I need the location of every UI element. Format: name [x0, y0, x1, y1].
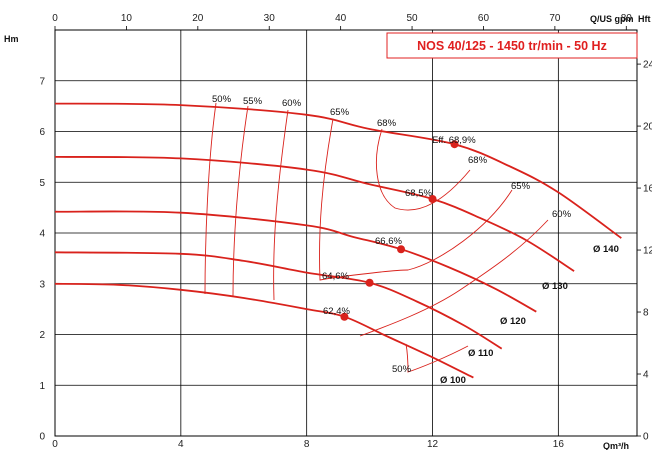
eff-label-68-right: 68%: [468, 155, 488, 166]
x-bottom-tick-label: 0: [52, 439, 58, 450]
eff-label-60-top: 60%: [282, 98, 302, 109]
iso-60: [274, 110, 288, 300]
y-right-tick-label: 16: [643, 184, 652, 195]
y-left-tick-label: 3: [39, 279, 45, 290]
x-top-tick-label: 60: [478, 13, 490, 24]
y-left-tick-label: 2: [39, 330, 45, 341]
eff-label-55: 55%: [243, 96, 263, 107]
x-bottom-label: Qm³/h: [603, 441, 629, 450]
eff-label-50-top: 50%: [212, 94, 232, 105]
x-top-tick-label: 30: [264, 13, 276, 24]
x-bottom-tick-label: 8: [304, 439, 310, 450]
y-left-tick-label: 1: [39, 381, 45, 392]
head-curve-130: [55, 157, 574, 271]
y-right-label: Hft: [638, 14, 651, 24]
x-top-label: Q/US gpm: [590, 14, 634, 24]
eff-label-68-top: 68%: [377, 118, 397, 129]
y-left-label: Hm: [4, 34, 19, 44]
eff-label-50-bottom: 50%: [392, 364, 412, 375]
y-left-tick-label: 4: [39, 229, 45, 240]
bep-label-120: 66,6%: [375, 236, 402, 247]
y-right-tick-label: 12: [643, 246, 652, 257]
x-top-tick-label: 50: [406, 13, 418, 24]
head-curve-120: [55, 211, 536, 311]
curve-label-110: Ø 110: [468, 348, 493, 359]
y-left-tick-label: 6: [39, 127, 45, 138]
curve-label-140: Ø 140: [593, 244, 619, 255]
eff-label-60-right: 60%: [552, 209, 572, 220]
x-bottom-tick-label: 4: [178, 439, 184, 450]
x-top-tick-label: 0: [52, 13, 58, 24]
y-right-tick-label: 4: [643, 370, 649, 381]
y-right-tick-label: 24: [643, 60, 652, 71]
bep-label-130: 68,5%: [405, 188, 432, 199]
curve-label-100: Ø 100: [440, 375, 466, 386]
eff-label-65-top: 65%: [330, 107, 350, 118]
head-curves: [55, 104, 621, 378]
y-left-tick-label: 5: [39, 178, 45, 189]
iso-65: [320, 119, 512, 280]
x-top-tick-label: 70: [549, 13, 561, 24]
bep-point: [366, 279, 374, 287]
y-left-tick-label: 0: [39, 432, 45, 443]
bep-label-100: 62,4%: [323, 306, 350, 317]
y-right-tick-label: 20: [643, 122, 652, 133]
y-right-tick-label: 0: [643, 432, 649, 443]
curve-label-120: Ø 120: [500, 316, 526, 327]
x-top-tick-label: 40: [335, 13, 347, 24]
bep-label-110: 64,6%: [322, 271, 349, 282]
x-bottom-tick-label: 12: [427, 439, 439, 450]
iso-50b: [406, 344, 468, 372]
eff-label-65-right: 65%: [511, 181, 531, 192]
head-curve-140: [55, 104, 621, 239]
y-right-tick-label: 8: [643, 308, 649, 319]
iso-55: [233, 106, 248, 296]
bep-label-140: Eff. 68,9%: [432, 135, 476, 146]
x-top-tick-label: 10: [121, 13, 133, 24]
x-bottom-tick-label: 16: [553, 439, 565, 450]
chart-title: NOS 40/125 - 1450 tr/min - 50 Hz: [417, 39, 607, 53]
y-left-tick-label: 7: [39, 76, 45, 87]
grid: [55, 26, 641, 436]
curve-label-130: Ø 130: [542, 281, 568, 292]
x-top-tick-label: 20: [192, 13, 204, 24]
